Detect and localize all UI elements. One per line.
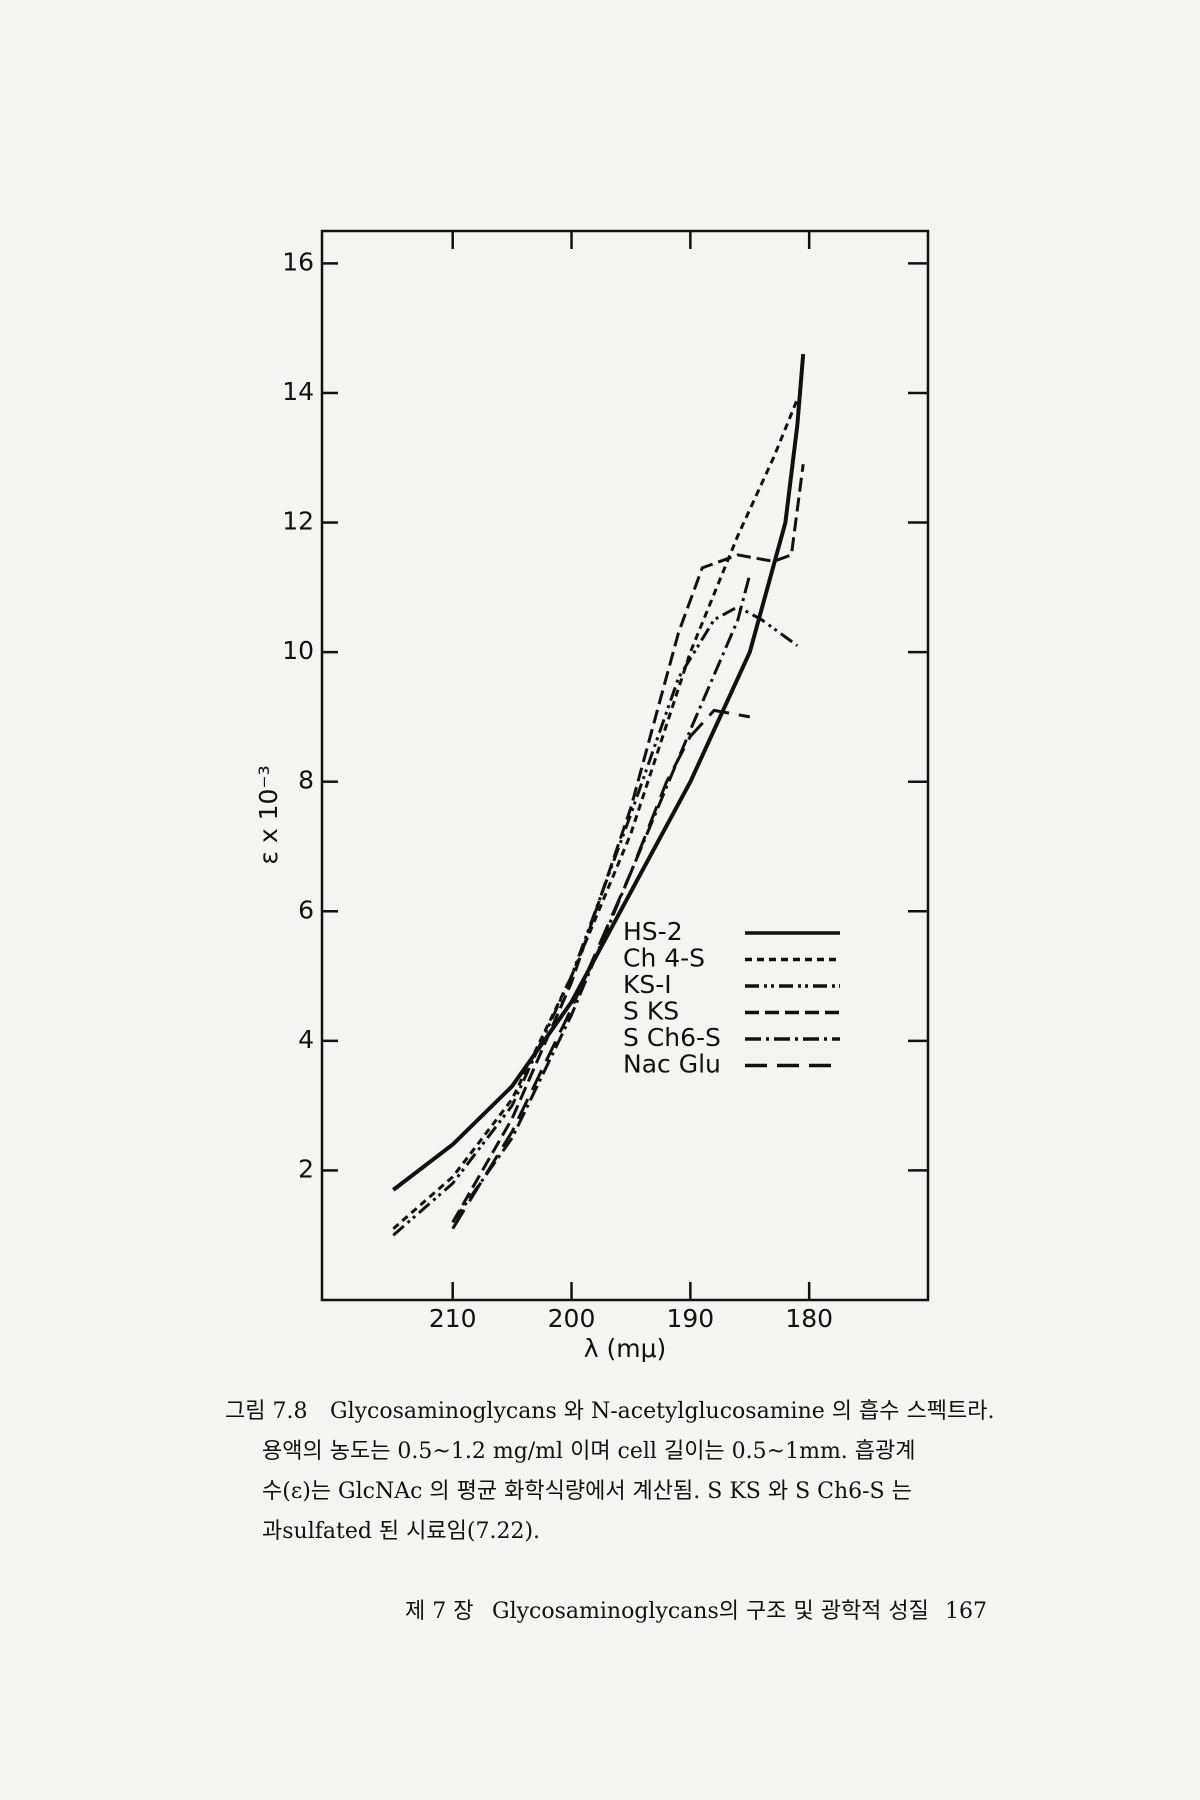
legend-label: S Ch6-S: [623, 1023, 721, 1052]
plot-frame: [320, 229, 930, 1302]
page-number: 167: [945, 1599, 987, 1624]
y-tick-label: 12: [282, 507, 314, 536]
footer-title: Glycosaminoglycans의 구조 및 광학적 성질: [492, 1599, 929, 1624]
series-line: [451, 574, 752, 1224]
x-tick-label: 180: [785, 1304, 833, 1333]
x-axis-label: λ (mμ): [584, 1334, 667, 1363]
y-tick-label: 4: [298, 1025, 314, 1054]
caption-label: 그림 7.8: [225, 1399, 307, 1424]
series-line: [392, 605, 799, 1237]
legend-label: Nac Glu: [623, 1050, 721, 1079]
y-tick-label: 2: [298, 1154, 314, 1183]
x-tick-label: 190: [666, 1304, 714, 1333]
series-line: [392, 353, 806, 1192]
legend-label: Ch 4-S: [623, 944, 705, 973]
y-tick-label: 14: [282, 377, 314, 406]
caption-line: 과sulfated 된 시료임(7.22).: [262, 1519, 540, 1544]
x-tick-label: 200: [548, 1304, 596, 1333]
series-line: [451, 708, 751, 1230]
series-line: [392, 398, 799, 1230]
caption-line: Glycosaminoglycans 와 N-acetylglucosamine…: [330, 1399, 994, 1424]
footer-chapter: 제 7 장: [405, 1599, 473, 1624]
caption-line: 수(ε)는 GlcNAc 의 평균 화학식량에서 계산됨. S KS 와 S C…: [262, 1479, 912, 1504]
y-tick-label: 8: [298, 766, 314, 795]
legend-label: HS-2: [623, 917, 683, 946]
y-tick-label: 16: [282, 247, 314, 276]
y-axis-label: ε x 10⁻³: [254, 765, 283, 864]
x-tick-label: 210: [429, 1304, 477, 1333]
legend-label: KS-I: [623, 970, 672, 999]
y-tick-label: 6: [298, 895, 314, 924]
series-line: [451, 464, 805, 1224]
caption-line: 용액의 농도는 0.5~1.2 mg/ml 이며 cell 길이는 0.5~1m…: [262, 1439, 916, 1464]
y-tick-label: 10: [282, 636, 314, 665]
legend-label: S KS: [623, 997, 679, 1026]
